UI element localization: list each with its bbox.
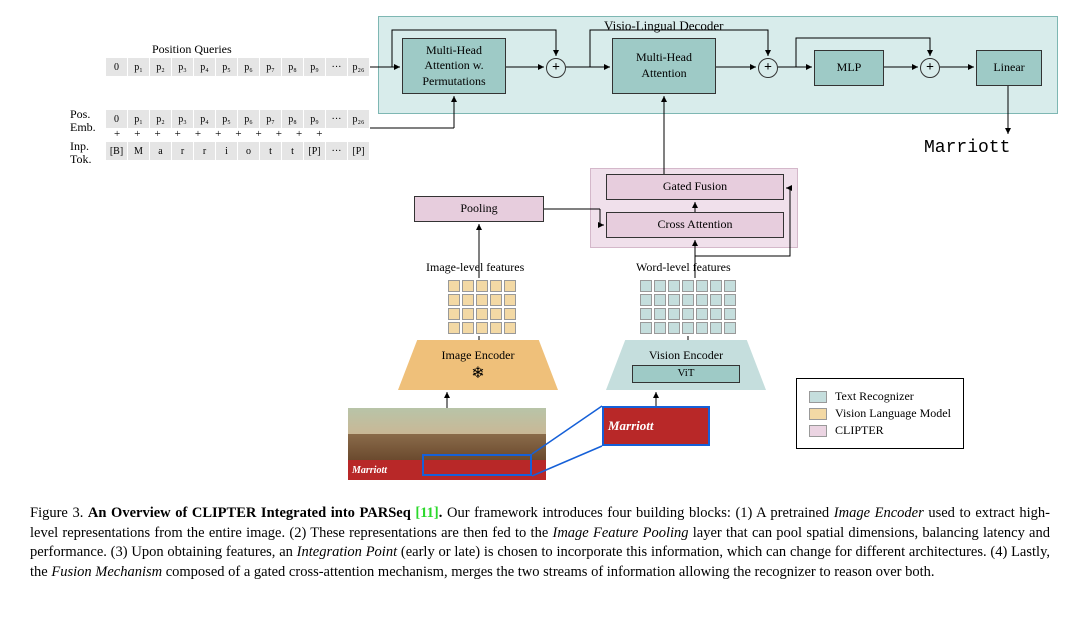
plus-symbols-row: +++++++++++: [114, 128, 322, 140]
word-features-label: Word-level features: [636, 260, 731, 275]
mha-block: Multi-Head Attention: [612, 38, 716, 94]
frozen-icon: ❄: [471, 363, 484, 383]
residual-add-1: +: [546, 58, 566, 78]
pos-emb-row: 0p₁p₂p₃p₄p₅p₆p₇p₈p₉···p₂₆: [106, 110, 370, 128]
citation-ref: [11]: [415, 505, 438, 521]
mlp-block: MLP: [814, 50, 884, 86]
figure-number: Figure 3.: [30, 505, 83, 521]
position-queries-row: 0p₁p₂p₃p₄p₅p₆p₇p₈p₉···p₂₆: [106, 58, 370, 76]
pooling-block: Pooling: [414, 196, 544, 222]
linear-block: Linear: [976, 50, 1042, 86]
cross-attention-block: Cross Attention: [606, 212, 784, 238]
crop-dest-outline: [602, 406, 710, 446]
decoder-label: Visio-Lingual Decoder: [604, 18, 723, 34]
architecture-diagram: Visio-Lingual Decoder Multi-Head Attenti…: [0, 0, 1080, 496]
inp-tok-row: [B]Marriott[P]···[P]: [106, 142, 370, 160]
gated-fusion-block: Gated Fusion: [606, 174, 784, 200]
vit-block: ViT: [632, 365, 740, 383]
residual-add-3: +: [920, 58, 940, 78]
figure-caption: Figure 3. An Overview of CLIPTER Integra…: [30, 504, 1050, 582]
legend-box: Text RecognizerVision Language ModelCLIP…: [796, 378, 964, 449]
image-features-label: Image-level features: [426, 260, 524, 275]
caption-title: An Overview of CLIPTER Integrated into P…: [88, 505, 415, 521]
residual-add-2: +: [758, 58, 778, 78]
image-encoder-label: Image Encoder: [442, 348, 515, 363]
vision-encoder-label: Vision Encoder: [649, 348, 723, 363]
mha-permutations-block: Multi-Head Attention w. Permutations: [402, 38, 506, 94]
vision-encoder-trapezoid: Vision Encoder ViT: [606, 340, 766, 390]
image-encoder-trapezoid: Image Encoder ❄: [398, 340, 558, 390]
image-feature-grid: [448, 280, 516, 334]
output-text: Marriott: [924, 138, 1010, 158]
crop-source-outline: [422, 454, 532, 476]
word-feature-grid: [640, 280, 736, 334]
inp-tok-label: Inp. Tok.: [70, 140, 92, 166]
position-queries-label: Position Queries: [152, 42, 232, 57]
pos-emb-label: Pos. Emb.: [70, 108, 96, 134]
